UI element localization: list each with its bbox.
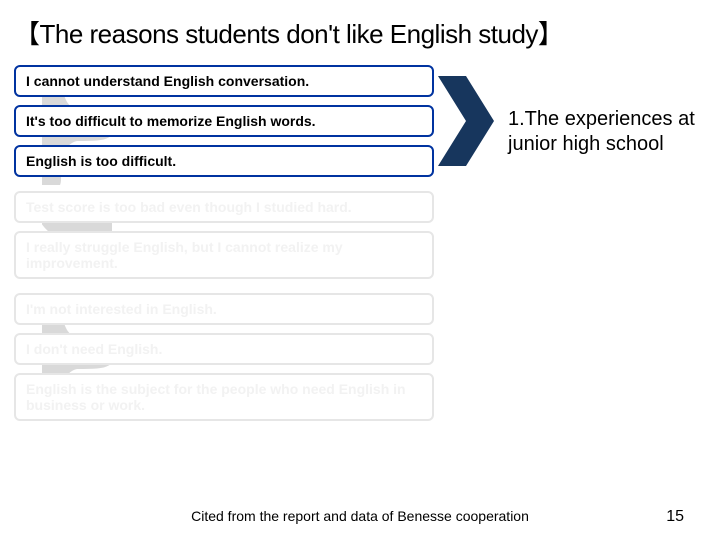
reason-item: I really struggle English, but I cannot … [14,231,434,279]
reason-group-1: I cannot understand English conversation… [14,65,706,177]
reason-group-2: Test score is too bad even though I stud… [14,191,706,279]
arrow-icon [438,76,494,166]
group-annotation: 1.The experiences at junior high school [508,107,706,157]
reason-item: I'm not interested in English. [14,293,434,325]
content-area: I cannot understand English conversation… [0,61,720,421]
page-title: 【The reasons students don't like English… [0,0,720,61]
reason-item: English is the subject for the people wh… [14,373,434,421]
reason-group-3: I'm not interested in English. I don't n… [14,293,706,421]
page-number: 15 [666,508,684,526]
reason-item: Test score is too bad even though I stud… [14,191,434,223]
reason-item: It's too difficult to memorize English w… [14,105,434,137]
reason-item: I cannot understand English conversation… [14,65,434,97]
reason-item: I don't need English. [14,333,434,365]
citation-text: Cited from the report and data of Beness… [0,508,720,524]
reason-item: English is too difficult. [14,145,434,177]
